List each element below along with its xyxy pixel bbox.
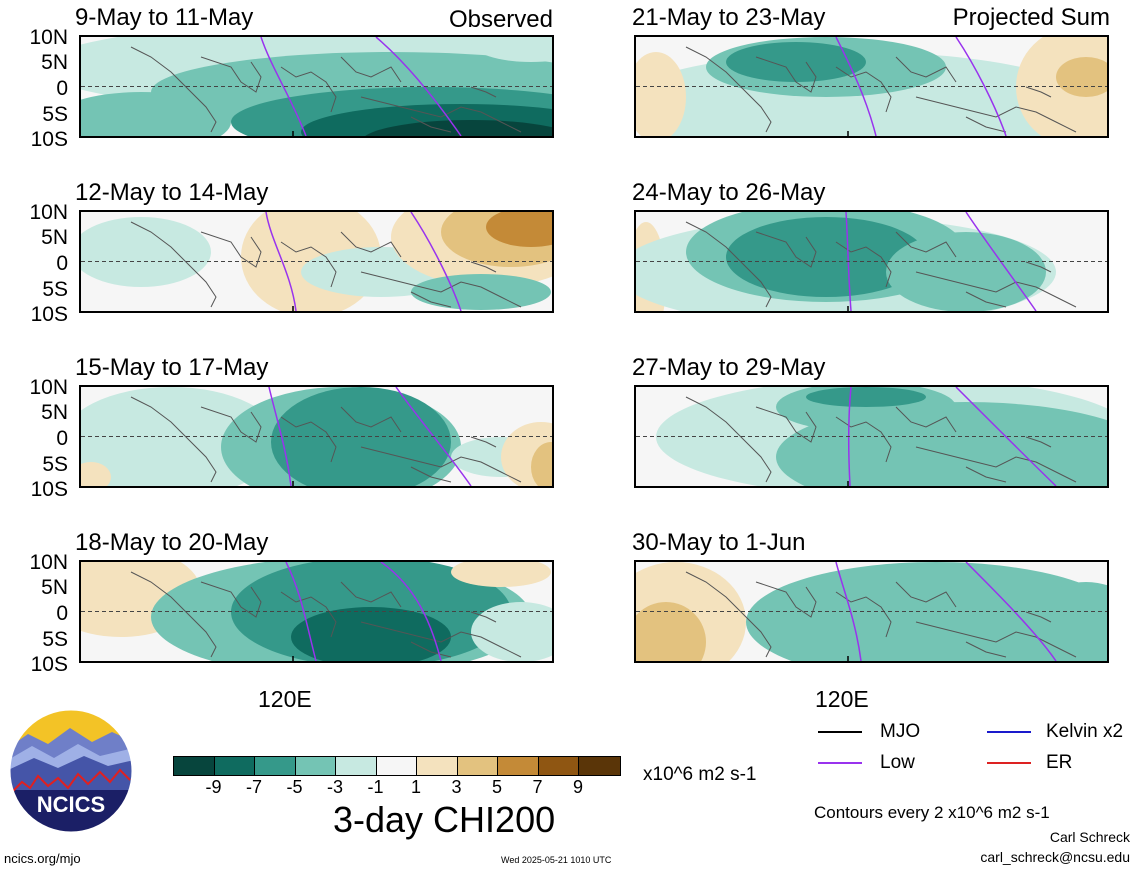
lat-label: 10N <box>29 376 68 399</box>
colorbar-swatch <box>417 757 458 775</box>
lat-label: 10S <box>30 128 68 151</box>
panel-title-1: 9-May to 11-May <box>75 4 254 31</box>
colorbar-tick-label: 7 <box>532 777 543 797</box>
legend-line-low <box>818 762 862 764</box>
projected-label: Projected Sum <box>952 4 1110 31</box>
map-panel-6 <box>634 210 1109 313</box>
panel-title-6: 24-May to 26-May <box>632 179 826 206</box>
lat-label: 5N <box>41 401 68 424</box>
lat-label: 10N <box>29 26 68 49</box>
panel-title-8: 30-May to 1-Jun <box>632 529 806 556</box>
colorbar-tick-label: 5 <box>491 777 502 797</box>
lat-label: 5N <box>41 226 68 249</box>
legend-label-er: ER <box>1046 752 1073 773</box>
colorbar-tick-label: -9 <box>205 777 222 797</box>
main-title: 3-day CHI200 <box>333 799 556 840</box>
lat-label: 0 <box>56 252 68 275</box>
lat-label: 10N <box>29 201 68 224</box>
colorbar-tick-label: -3 <box>326 777 343 797</box>
colorbar-tick-label: -5 <box>286 777 303 797</box>
ncics-logo-graphic: NCICS <box>9 709 133 833</box>
legend-label-mjo: MJO <box>880 721 921 742</box>
map-panel-4 <box>79 560 554 663</box>
colorbar-tick-label: -1 <box>367 777 384 797</box>
lat-label: 0 <box>56 427 68 450</box>
legend-label-low: Low <box>880 752 915 773</box>
panel-title-7: 27-May to 29-May <box>632 354 826 381</box>
colorbar-swatch <box>376 757 417 775</box>
colorbar-swatch <box>295 757 336 775</box>
colorbar-swatch <box>498 757 539 775</box>
ncics-logo: NCICS <box>8 708 134 834</box>
lat-label: 5S <box>42 628 68 651</box>
map-panel-3 <box>79 385 554 488</box>
map-panel-5 <box>634 35 1109 138</box>
legend-line-kelvin <box>987 731 1031 733</box>
lon-label-left: 120E <box>258 686 312 712</box>
map-panel-2 <box>79 210 554 313</box>
colorbar-tick-label: 3 <box>451 777 462 797</box>
colorbar-swatch <box>457 757 498 775</box>
contours-note: Contours every 2 x10^6 m2 s-1 <box>814 803 1050 822</box>
colorbar-swatch <box>214 757 255 775</box>
lon-label-right: 120E <box>815 686 869 712</box>
colorbar-tick-label: 1 <box>410 777 421 797</box>
lat-label: 5N <box>41 51 68 74</box>
lat-label: 0 <box>56 77 68 100</box>
lat-label: 10N <box>29 551 68 574</box>
colorbar-tick-label: 9 <box>572 777 583 797</box>
map-panel-1 <box>79 35 554 138</box>
observed-label: Observed <box>448 6 553 33</box>
lat-label: 10S <box>30 303 68 326</box>
logo-text: NCICS <box>37 792 105 817</box>
lat-label: 5N <box>41 576 68 599</box>
panel-title-3: 15-May to 17-May <box>75 354 269 381</box>
panel-title-5: 21-May to 23-May <box>632 4 826 31</box>
colorbar-swatch <box>538 757 579 775</box>
lat-label: 10S <box>30 478 68 501</box>
lat-label: 5S <box>42 103 68 126</box>
lat-label: 5S <box>42 278 68 301</box>
timestamp: Wed 2025-05-21 1010 UTC <box>501 855 612 865</box>
site-url: ncics.org/mjo <box>4 851 81 866</box>
colorbar-swatch <box>579 757 620 775</box>
colorbar-swatch <box>255 757 296 775</box>
colorbar-swatch <box>174 757 215 775</box>
legend-line-er <box>987 762 1031 764</box>
map-panel-8 <box>634 560 1109 663</box>
colorbar-swatch <box>336 757 377 775</box>
author-email: carl_schreck@ncsu.edu <box>980 849 1130 865</box>
author-name: Carl Schreck <box>1049 829 1130 845</box>
colorbar <box>173 756 621 776</box>
legend-label-kelvin: Kelvin x2 <box>1046 721 1124 742</box>
colorbar-tick-label: -7 <box>245 777 262 797</box>
colorbar-units: x10^6 m2 s-1 <box>643 764 757 785</box>
lat-label: 0 <box>56 602 68 625</box>
map-panel-7 <box>634 385 1109 488</box>
lat-label: 5S <box>42 453 68 476</box>
lat-label: 10S <box>30 653 68 676</box>
panel-title-2: 12-May to 14-May <box>75 179 269 206</box>
legend-line-mjo <box>818 731 862 733</box>
panel-title-4: 18-May to 20-May <box>75 529 269 556</box>
